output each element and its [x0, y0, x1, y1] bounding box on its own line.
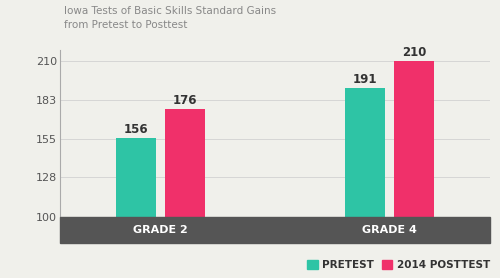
Text: 191: 191 [353, 73, 378, 86]
Text: GRADE 2: GRADE 2 [133, 225, 188, 235]
Bar [394, 61, 434, 278]
Legend: PRETEST, 2014 POSTTEST: PRETEST, 2014 POSTTEST [307, 260, 490, 270]
Text: 210: 210 [402, 46, 426, 59]
Text: 156: 156 [124, 123, 148, 136]
Bar [345, 88, 386, 278]
Bar [116, 138, 156, 278]
Text: 176: 176 [172, 94, 197, 107]
Text: GRADE 4: GRADE 4 [362, 225, 417, 235]
Text: Grades 2 and 4 Students
Iowa Tests of Basic Skills Standard Gains
from Pretest t: Grades 2 and 4 Students Iowa Tests of Ba… [64, 0, 276, 30]
Bar [164, 110, 205, 278]
